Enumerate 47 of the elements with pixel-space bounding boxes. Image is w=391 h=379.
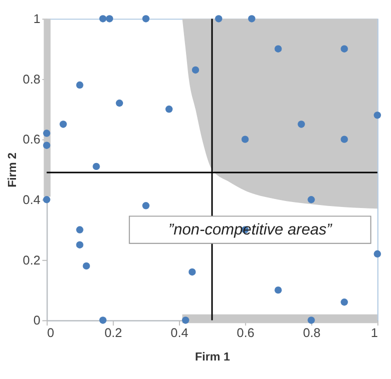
y-tick-label: 1 [33, 12, 40, 26]
point [374, 112, 381, 119]
x-tick-label: 0.8 [302, 326, 321, 340]
y-tick-label: 0.4 [22, 192, 40, 207]
x-tick-label: 0 [47, 326, 54, 340]
point [215, 15, 222, 22]
point [274, 286, 282, 294]
point [76, 81, 84, 89]
y-axis-title: Firm 2 [6, 152, 19, 188]
point [192, 66, 200, 74]
point [340, 45, 348, 52]
x-tick-label: 0.2 [104, 326, 122, 340]
point [43, 130, 50, 137]
point [188, 268, 196, 276]
point [142, 15, 150, 22]
point [76, 226, 84, 234]
point [308, 316, 315, 324]
point [165, 106, 173, 113]
y-tick-label: 0.8 [22, 72, 40, 86]
point [99, 15, 107, 22]
point [374, 250, 381, 258]
point [242, 136, 249, 143]
y-tick-label: 0.6 [22, 132, 40, 147]
point [82, 262, 90, 270]
point [60, 120, 67, 128]
x-tick-label: 0.4 [170, 326, 188, 340]
x-tick-label: 0.6 [236, 326, 254, 340]
point [92, 162, 100, 170]
x-tick-label: 1 [370, 326, 378, 340]
y-tick-label: 0 [33, 314, 40, 328]
point [274, 45, 282, 52]
point [116, 100, 124, 107]
point [142, 202, 150, 210]
point [106, 15, 114, 22]
x-axis-title: Firm 1 [195, 350, 231, 364]
point [298, 120, 305, 128]
point [76, 241, 84, 248]
y-tick-label: 0.2 [22, 253, 40, 268]
point [308, 196, 315, 204]
point [340, 298, 348, 306]
point [248, 15, 256, 22]
point [99, 316, 107, 324]
point [182, 316, 190, 324]
annotation: ”non-competitive areas” [168, 222, 333, 239]
point [43, 196, 50, 204]
point [43, 142, 50, 149]
point [340, 136, 348, 143]
